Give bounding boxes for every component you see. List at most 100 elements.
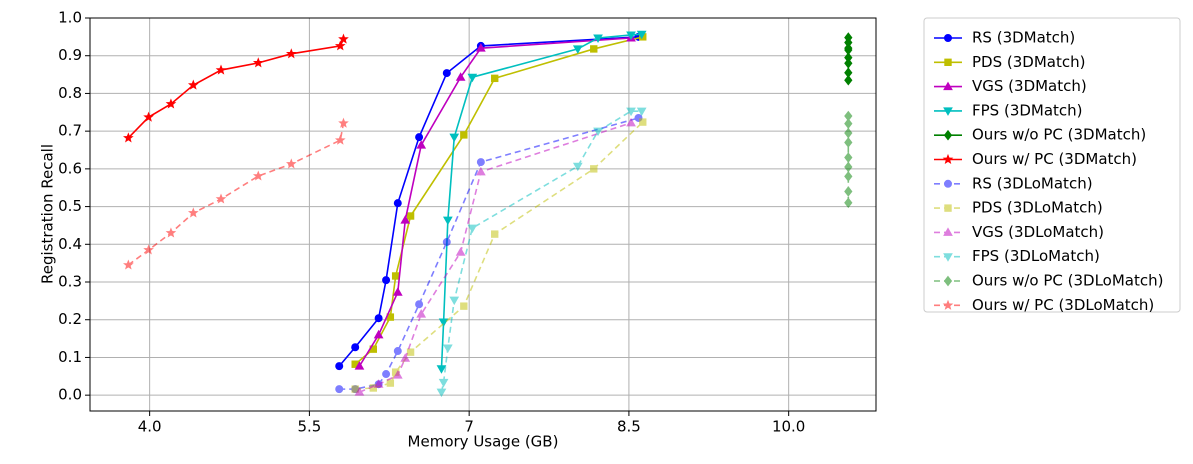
series-line [440,33,642,369]
marker [491,230,499,238]
y-tick-label: 0.9 [58,46,82,64]
marker [460,302,468,310]
legend-item [934,275,962,287]
marker [143,111,154,122]
marker [844,42,853,54]
x-tick-label: 10.0 [772,418,805,436]
legend-label: VGS (3DLoMatch) [972,223,1104,241]
marker [442,69,451,78]
y-tick-label: 0.2 [58,310,82,328]
y-tick-label: 0.3 [58,273,82,291]
series [354,117,636,396]
marker [382,370,391,379]
legend-label: Ours w/ PC (3DMatch) [972,150,1137,168]
marker [590,165,598,173]
marker [393,199,402,208]
marker [844,57,853,69]
marker [944,179,952,188]
legend-item [934,58,962,66]
marker [943,227,953,236]
marker [442,238,451,247]
legend-label: Ours w/o PC (3DLoMatch) [972,272,1163,290]
y-tick-label: 0.4 [58,235,82,253]
series-line [358,37,632,367]
y-tick-label: 1.0 [58,9,82,27]
legend-item [934,253,962,262]
legend-label: PDS (3DLoMatch) [972,199,1103,217]
marker [400,215,411,224]
marker [639,118,647,126]
series [436,30,647,374]
series-line [440,110,642,393]
marker [942,299,954,310]
marker [636,107,647,117]
marker [844,32,853,43]
legend-label: Ours w/o PC (3DMatch) [972,126,1146,144]
marker [572,162,583,172]
series-line [127,123,345,266]
marker [844,161,853,173]
marker [944,58,952,66]
marker [382,276,391,285]
marker [393,347,402,356]
marker [460,131,468,139]
marker [335,385,344,394]
x-tick-label: 7 [464,418,474,436]
marker [844,52,853,63]
marker [942,153,954,165]
marker [335,362,344,371]
legend-item [934,299,962,310]
marker [943,253,953,262]
series [844,110,853,209]
marker [943,129,953,141]
marker [844,137,853,148]
marker [455,72,466,81]
marker [187,207,199,218]
marker [593,34,603,43]
marker [844,110,853,122]
marker [374,314,383,323]
marker [252,57,264,68]
legend-label: FPS (3DMatch) [972,101,1083,119]
x-axis-label: Memory Usage (GB) [408,433,559,451]
legend-item [934,129,962,141]
marker [351,343,360,352]
marker [373,379,384,388]
marker [476,158,485,167]
marker [944,204,952,212]
marker [844,118,853,129]
marker [338,33,349,44]
marker [590,45,598,53]
marker [476,166,486,176]
x-tick-label: 5.5 [297,418,321,436]
series-line [127,38,345,139]
marker [416,309,427,318]
marker [626,31,636,40]
marker [285,158,297,169]
marker [334,134,346,145]
marker [392,370,403,379]
marker [436,388,447,398]
marker [844,74,853,86]
marker [626,107,636,117]
marker [626,117,636,127]
marker [844,186,853,197]
series [335,32,643,371]
marker [844,152,853,163]
marker [373,329,384,339]
marker [442,344,453,354]
marker [354,361,365,370]
series [123,117,349,270]
marker [354,387,365,396]
marker [844,127,853,139]
marker [215,193,227,204]
legend-item [934,153,962,165]
series [844,32,853,86]
marker [844,197,853,209]
marker [252,170,264,181]
legend-item [934,179,962,188]
y-axis-label: Registration Recall [39,144,57,284]
marker [123,132,134,143]
marker [406,348,415,356]
